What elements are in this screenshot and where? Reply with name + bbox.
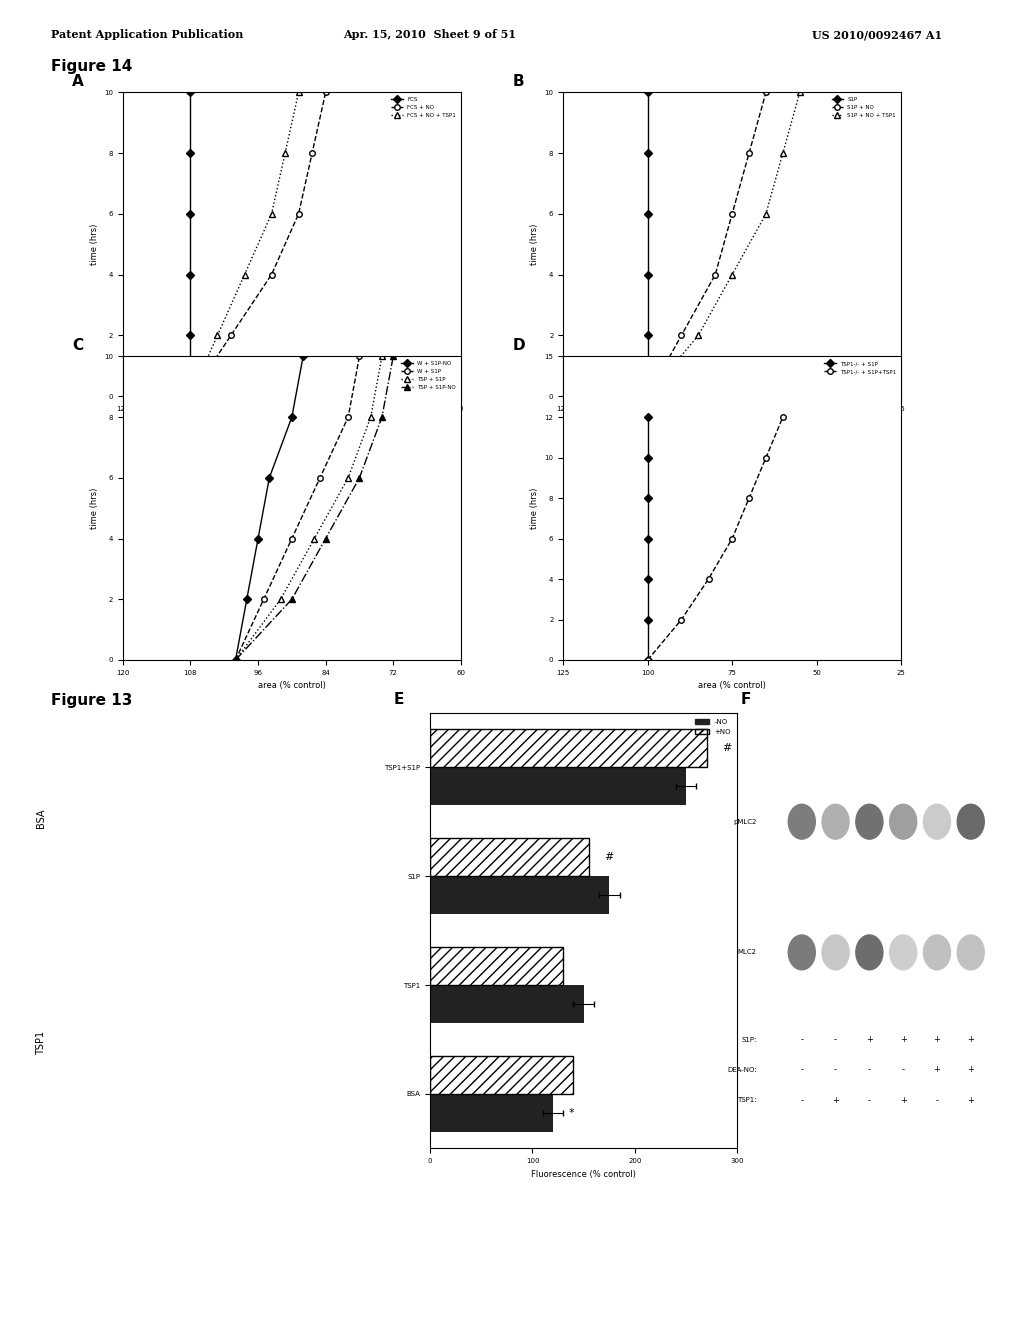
- Text: MLC2: MLC2: [737, 949, 757, 956]
- Text: -NO: -NO: [135, 911, 152, 920]
- Text: +: +: [934, 1035, 940, 1044]
- Y-axis label: time (hrs): time (hrs): [530, 487, 539, 529]
- Text: *: *: [568, 1107, 573, 1118]
- Legend: W + S1P-NO, W + S1P, TSP + S1P, TSP + S1P-NO: W + S1P-NO, W + S1P, TSP + S1P, TSP + S1…: [399, 359, 458, 392]
- Text: +NO: +NO: [287, 911, 307, 920]
- Text: -: -: [902, 1065, 904, 1074]
- X-axis label: Fluorescence (% control): Fluorescence (% control): [531, 1170, 636, 1179]
- Text: -: -: [801, 1035, 803, 1044]
- Text: A: A: [79, 730, 88, 743]
- Text: BSA: BSA: [36, 809, 46, 828]
- Bar: [430, 838, 589, 876]
- Bar: [430, 729, 707, 767]
- Text: -: -: [835, 1065, 837, 1074]
- Text: +: +: [900, 1096, 906, 1105]
- Bar: [430, 1056, 573, 1094]
- Text: +: +: [968, 1096, 974, 1105]
- Text: -: -: [835, 1035, 837, 1044]
- Ellipse shape: [924, 804, 950, 840]
- Legend: S1P, S1P + NO, S1P + NO + TSP1: S1P, S1P + NO, S1P + NO + TSP1: [829, 95, 898, 120]
- Text: +NO: +NO: [287, 1135, 307, 1144]
- Legend: FCS, FCS + NO, FCS + NO + TSP1: FCS, FCS + NO, FCS + NO + TSP1: [389, 95, 458, 120]
- Y-axis label: time (hrs): time (hrs): [90, 223, 98, 265]
- Bar: [430, 767, 686, 805]
- Text: +: +: [900, 1035, 906, 1044]
- Text: -NO: -NO: [135, 1135, 152, 1144]
- Bar: [430, 876, 609, 915]
- Text: -: -: [801, 1065, 803, 1074]
- Text: D: D: [513, 338, 525, 354]
- Ellipse shape: [788, 935, 815, 970]
- Bar: [86, 1155, 129, 1162]
- Text: A: A: [72, 74, 84, 90]
- Text: Patent Application Publication: Patent Application Publication: [51, 29, 244, 40]
- Ellipse shape: [890, 935, 916, 970]
- Y-axis label: time (hrs): time (hrs): [530, 223, 539, 265]
- Text: E: E: [393, 692, 403, 708]
- Ellipse shape: [890, 804, 916, 840]
- X-axis label: area (% control): area (% control): [258, 681, 326, 690]
- Text: TSP1:: TSP1:: [737, 1097, 757, 1104]
- Text: #: #: [604, 853, 613, 862]
- Ellipse shape: [856, 804, 883, 840]
- Text: -: -: [801, 1096, 803, 1105]
- X-axis label: area (% control): area (% control): [698, 681, 766, 690]
- Text: +: +: [968, 1035, 974, 1044]
- Text: DEA-NO:: DEA-NO:: [727, 1067, 757, 1073]
- Text: +: +: [866, 1035, 872, 1044]
- X-axis label: area (% control): area (% control): [698, 417, 766, 426]
- Y-axis label: time (hrs): time (hrs): [90, 487, 98, 529]
- Text: +: +: [968, 1065, 974, 1074]
- Text: Apr. 15, 2010  Sheet 9 of 51: Apr. 15, 2010 Sheet 9 of 51: [344, 29, 516, 40]
- Text: S1P:: S1P:: [741, 1036, 757, 1043]
- Text: US 2010/0092467 A1: US 2010/0092467 A1: [812, 29, 942, 40]
- Text: D: D: [232, 954, 243, 968]
- Text: C: C: [79, 954, 88, 968]
- Legend: TSP1-/- + S1P, TSP1-/- + S1P+TSP1: TSP1-/- + S1P, TSP1-/- + S1P+TSP1: [822, 359, 898, 376]
- Ellipse shape: [788, 804, 815, 840]
- Bar: [430, 1094, 553, 1133]
- Bar: [430, 946, 563, 985]
- Legend: -NO, +NO: -NO, +NO: [692, 717, 734, 738]
- X-axis label: area (% control): area (% control): [258, 417, 326, 426]
- Text: -: -: [868, 1096, 870, 1105]
- Text: +: +: [833, 1096, 839, 1105]
- Text: TSP1: TSP1: [36, 1031, 46, 1055]
- Text: B: B: [513, 74, 524, 90]
- Ellipse shape: [856, 935, 883, 970]
- Text: Figure 14: Figure 14: [51, 59, 132, 74]
- Ellipse shape: [957, 935, 984, 970]
- Text: F: F: [741, 692, 752, 708]
- Ellipse shape: [957, 804, 984, 840]
- Text: +: +: [934, 1065, 940, 1074]
- Text: C: C: [72, 338, 83, 354]
- Text: -: -: [936, 1096, 938, 1105]
- Text: B: B: [232, 730, 242, 743]
- Text: pMLC2: pMLC2: [733, 818, 757, 825]
- Text: #: #: [722, 743, 731, 754]
- Ellipse shape: [924, 935, 950, 970]
- Text: -: -: [868, 1065, 870, 1074]
- Ellipse shape: [822, 935, 849, 970]
- Ellipse shape: [822, 804, 849, 840]
- Bar: [430, 985, 584, 1023]
- Text: Figure 13: Figure 13: [51, 693, 132, 708]
